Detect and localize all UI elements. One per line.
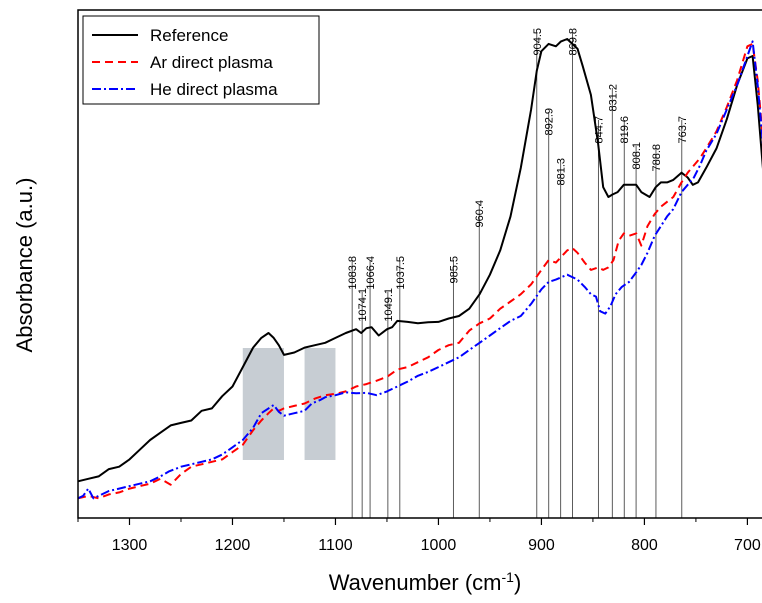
peak-label-1037.5: 1037.5 bbox=[395, 256, 407, 290]
x-tick-label-700: 700 bbox=[734, 537, 761, 554]
peak-label-1049.1: 1049.1 bbox=[383, 288, 395, 322]
x-axis-ticks: 1300 1200 1100 1000 900 800 700 bbox=[77, 518, 761, 554]
shaded-region-0 bbox=[242, 348, 284, 460]
x-tick-label-1000: 1000 bbox=[421, 537, 457, 554]
x-axis-title: Wavenumber (cm-1) bbox=[329, 569, 522, 595]
legend: Reference Ar direct plasma He direct pla… bbox=[82, 15, 320, 105]
legend-label-he: He direct plasma bbox=[150, 80, 278, 99]
shaded-regions bbox=[242, 348, 336, 460]
series-curves bbox=[77, 38, 762, 500]
peak-label-819.6: 819.6 bbox=[619, 116, 631, 144]
legend-label-ar: Ar direct plasma bbox=[150, 53, 273, 72]
peak-label-1083.8: 1083.8 bbox=[347, 256, 359, 290]
peak-label-985.5: 985.5 bbox=[448, 256, 460, 284]
peak-label-881.3: 881.3 bbox=[556, 158, 568, 186]
peak-label-763.7: 763.7 bbox=[677, 116, 689, 144]
x-tick-label-800: 800 bbox=[631, 537, 658, 554]
peak-label-1074.1: 1074.1 bbox=[357, 288, 369, 322]
peak-label-904.5: 904.5 bbox=[532, 28, 544, 56]
y-axis-title: Absorbance (a.u.) bbox=[12, 178, 37, 353]
x-tick-label-1300: 1300 bbox=[112, 537, 148, 554]
peak-label-1066.4: 1066.4 bbox=[365, 256, 377, 290]
series-line-2 bbox=[77, 40, 762, 500]
peak-label-788.8: 788.8 bbox=[651, 144, 663, 172]
plot-frame bbox=[77, 9, 762, 519]
x-tick-label-900: 900 bbox=[528, 537, 555, 554]
legend-label-reference: Reference bbox=[150, 26, 228, 45]
shaded-region-1 bbox=[304, 348, 336, 460]
series-line-0 bbox=[77, 38, 762, 483]
peak-label-892.9: 892.9 bbox=[544, 108, 556, 136]
peak-label-831.2: 831.2 bbox=[607, 84, 619, 112]
series-line-1 bbox=[77, 42, 762, 500]
x-tick-label-1100: 1100 bbox=[318, 537, 353, 554]
peak-label-960.4: 960.4 bbox=[474, 200, 486, 228]
x-tick-label-1200: 1200 bbox=[215, 537, 251, 554]
peak-label-808.1: 808.1 bbox=[631, 142, 643, 170]
